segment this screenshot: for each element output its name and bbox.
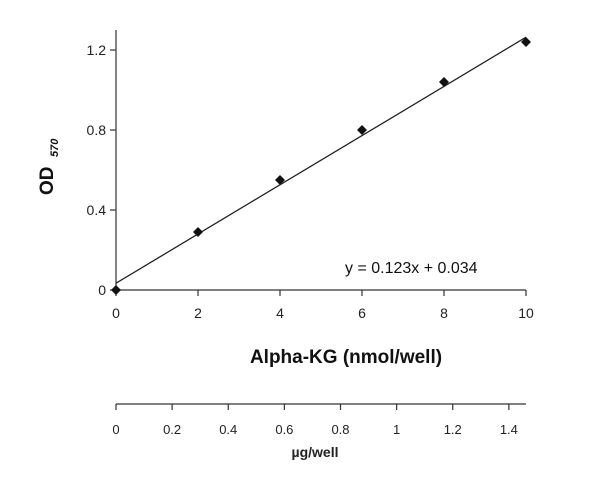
data-point [521,37,531,47]
x-axis-label: Alpha-KG (nmol/well) [250,347,442,368]
y-tick-label: 0 [98,282,106,298]
y-tick-label: 0.4 [87,202,107,218]
y-axis-label-subscript: 570 [49,138,61,157]
secondary-ticks: 0 0.2 0.4 0.6 0.8 1 1.2 1.4 [112,404,518,437]
x-tick-label: 0 [112,305,120,321]
secondary-tick-label: 1.4 [500,422,518,437]
secondary-tick-label: 0.6 [275,422,293,437]
secondary-tick-label: 1.2 [444,422,462,437]
x-tick-label: 10 [518,305,534,321]
y-tick-label: 1.2 [87,42,107,58]
plot-area: 0 0.4 0.8 1.2 0 2 4 6 8 10 y = 0.123x + 0.034 [87,30,534,321]
data-point [193,227,203,237]
secondary-tick-label: 0.8 [331,422,349,437]
secondary-tick-label: 1 [393,422,400,437]
secondary-axis: 0 0.2 0.4 0.6 0.8 1 1.2 1.4 µg/well [112,403,526,460]
y-ticks: 0 0.4 0.8 1.2 [87,42,116,298]
data-point [439,77,449,87]
data-point [357,125,367,135]
secondary-tick-label: 0 [112,422,119,437]
trendline-equation: y = 0.123x + 0.034 [345,260,478,277]
data-point [111,285,121,295]
x-tick-label: 6 [358,305,366,321]
y-tick-label: 0.8 [87,122,107,138]
x-tick-label: 2 [194,305,202,321]
data-points [111,37,531,295]
x-tick-label: 8 [440,305,448,321]
y-axis-label-main: OD [37,167,58,196]
x-ticks: 0 2 4 6 8 10 [112,290,534,321]
secondary-tick-label: 0.2 [163,422,181,437]
secondary-tick-label: 0.4 [219,422,237,437]
x-tick-label: 4 [276,305,284,321]
y-axis-label: OD 570 [37,138,61,195]
secondary-axis-label: µg/well [292,444,339,460]
data-point [275,175,285,185]
trendline [115,36,527,284]
